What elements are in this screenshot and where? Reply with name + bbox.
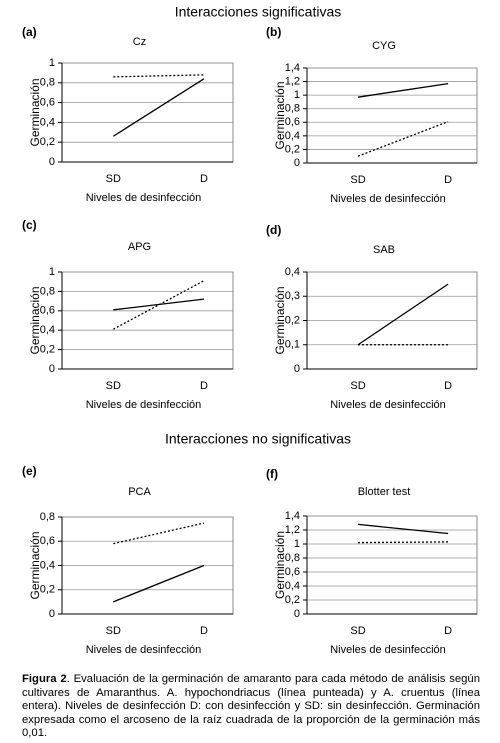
y-tick-label: 0,8 <box>285 103 300 115</box>
chart-title: Blotter test <box>358 486 411 498</box>
caption-text: . Evaluación de la germinación de amaran… <box>22 673 480 739</box>
y-tick-label: 0 <box>294 157 300 169</box>
y-tick-label: 0,1 <box>285 339 300 351</box>
y-tick-label: 0,6 <box>40 305 55 317</box>
y-axis-label: Germinación <box>28 78 42 146</box>
y-tick-label: 1,4 <box>285 510 300 522</box>
y-axis-label: Germinación <box>273 81 287 149</box>
plot-area <box>306 515 478 615</box>
y-tick-label: 0,6 <box>285 116 300 128</box>
caption: Figura 2. Evaluación de la germinación d… <box>22 673 480 741</box>
y-tick-label: 0,4 <box>285 266 300 278</box>
y-tick-label: 0,2 <box>40 344 55 356</box>
x-tick-label: D <box>200 625 208 637</box>
x-tick-label: D <box>444 380 452 392</box>
series-line <box>357 523 449 535</box>
panel-label: (b) <box>266 25 281 39</box>
y-tick-label: 0 <box>49 608 55 620</box>
x-tick-label: SD <box>350 380 365 392</box>
x-tick-label: SD <box>350 174 365 186</box>
x-axis-label: Niveles de desinfección <box>330 399 446 411</box>
y-tick-label: 0 <box>294 363 300 375</box>
panel-label: (a) <box>22 25 37 39</box>
chart-title: APG <box>128 241 151 253</box>
y-tick-label: 0,8 <box>40 77 55 89</box>
chart-title: PCA <box>128 486 151 498</box>
y-tick-label: 1 <box>49 57 55 69</box>
chart-title: Cz <box>133 36 146 48</box>
y-tick-label: 0,2 <box>285 143 300 155</box>
y-axis-label: Germinación <box>28 286 42 354</box>
series-line <box>112 280 205 330</box>
y-tick-label: 1,2 <box>285 524 300 536</box>
x-tick-label: SD <box>350 625 365 637</box>
x-tick-label: D <box>200 380 208 392</box>
y-tick-label: 0,2 <box>40 136 55 148</box>
y-axis-label: Germinación <box>28 531 42 599</box>
y-tick-label: 1,2 <box>285 75 300 87</box>
y-tick-label: 1,4 <box>285 62 300 74</box>
panel-label: (e) <box>22 464 37 478</box>
y-tick-label: 0,8 <box>40 511 55 523</box>
x-tick-label: D <box>444 625 452 637</box>
x-tick-label: SD <box>106 380 121 392</box>
y-tick-label: 0,4 <box>40 324 55 336</box>
x-axis-label: Niveles de desinfección <box>86 192 202 204</box>
y-tick-label: 0,2 <box>285 314 300 326</box>
y-tick-label: 0,6 <box>40 535 55 547</box>
plot-area <box>306 67 478 164</box>
y-axis-label: Germinación <box>273 531 287 599</box>
caption-label: Figura 2 <box>22 673 67 685</box>
y-tick-label: 1 <box>49 266 55 278</box>
x-axis-label: Niveles de desinfección <box>86 644 202 656</box>
series-line <box>357 121 449 157</box>
series-line <box>113 74 204 78</box>
x-tick-label: SD <box>106 173 121 185</box>
y-tick-label: 0,2 <box>40 584 55 596</box>
series-line <box>113 564 205 603</box>
x-axis-label: Niveles de desinfección <box>86 399 202 411</box>
series-line <box>112 78 205 137</box>
y-axis-label: Germinación <box>273 286 287 354</box>
chart-title: SAB <box>373 244 395 256</box>
y-tick-label: 0,8 <box>40 285 55 297</box>
y-tick-label: 0,4 <box>40 559 55 571</box>
plot-area <box>61 271 234 370</box>
chart-title: CYG <box>372 40 396 52</box>
y-tick-label: 0 <box>49 156 55 168</box>
series-line <box>357 82 449 98</box>
x-tick-label: D <box>444 174 452 186</box>
series-line <box>113 298 205 311</box>
panel-label: (c) <box>22 218 37 232</box>
y-tick-label: 0,2 <box>285 594 300 606</box>
y-tick-label: 0,4 <box>285 580 300 592</box>
x-tick-label: SD <box>106 625 121 637</box>
panel-label: (f) <box>266 467 278 481</box>
y-tick-label: 0 <box>49 363 55 375</box>
y-tick-label: 0,4 <box>40 116 55 128</box>
plot-area <box>61 62 234 163</box>
y-tick-label: 0,8 <box>285 552 300 564</box>
y-tick-label: 0,6 <box>40 97 55 109</box>
y-tick-label: 0,6 <box>285 566 300 578</box>
series-line <box>113 522 205 545</box>
x-tick-label: D <box>200 173 208 185</box>
series-line <box>357 541 449 544</box>
y-tick-label: 0 <box>294 608 300 620</box>
panel-label: (d) <box>266 223 281 237</box>
y-tick-label: 0,4 <box>285 130 300 142</box>
y-tick-label: 1 <box>294 538 300 550</box>
y-tick-label: 0,3 <box>285 290 300 302</box>
y-tick-label: 1 <box>294 89 300 101</box>
series-line <box>357 283 449 346</box>
heading: Interacciones significativas <box>175 4 342 20</box>
heading: Interacciones no significativas <box>165 431 351 447</box>
x-axis-label: Niveles de desinfección <box>330 193 446 205</box>
x-axis-label: Niveles de desinfección <box>330 644 446 656</box>
